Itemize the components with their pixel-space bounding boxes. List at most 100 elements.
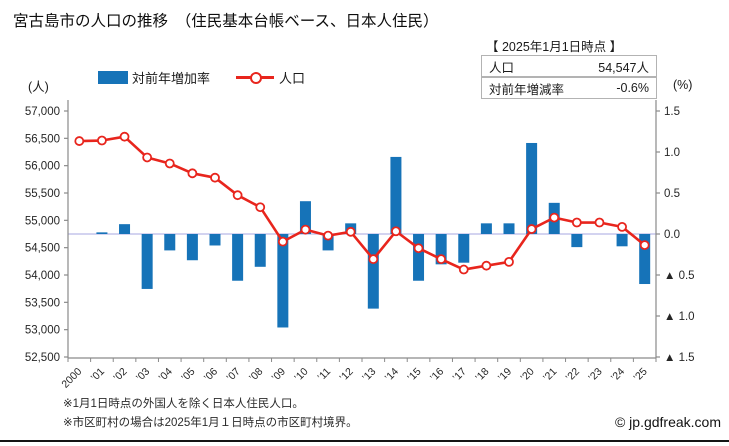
left-axis-unit: (人) <box>28 80 49 94</box>
x-axis-label-2006: ’06 <box>202 366 221 385</box>
population-point-2021 <box>549 212 560 223</box>
population-point-2006 <box>210 172 220 183</box>
population-point-2004 <box>164 158 175 169</box>
bar-2007 <box>232 234 244 281</box>
right-axis-unit: (%) <box>673 78 693 92</box>
stat-value: -0.6% <box>616 81 649 95</box>
x-axis-label-2014: ’14 <box>383 366 402 385</box>
x-axis-label-2004: ’04 <box>156 366 175 385</box>
x-axis-label-2025: ’25 <box>631 366 650 385</box>
population-point-2005 <box>187 168 198 179</box>
x-axis-label-2001: ’01 <box>89 366 108 385</box>
bar-2001 <box>96 232 108 234</box>
population-point-2003 <box>142 152 153 163</box>
right-tick-label: 1.5 <box>664 106 680 118</box>
footnote-2: ※市区町村の場合は2025年1月１日時点の市区町村境界。 <box>63 417 358 429</box>
x-axis-label-2010: ’10 <box>292 366 311 385</box>
x-axis-label-2008: ’08 <box>247 366 266 385</box>
footnote-1: ※1月1日時点の外国人を除く日本人住民人口。 <box>63 398 304 410</box>
bar-2008 <box>254 234 266 267</box>
population-point-2025 <box>639 240 650 250</box>
population-point-2014 <box>391 226 401 237</box>
right-tick-label: 1.0 <box>664 147 680 159</box>
bar-2013 <box>367 234 379 309</box>
bar-2002 <box>119 224 131 234</box>
bar-2011 <box>322 234 334 251</box>
population-point-2011 <box>323 230 333 241</box>
x-axis-label-2018: ’18 <box>473 366 492 385</box>
right-tick-label: 0.5 <box>664 188 680 200</box>
stat-label: 対前年増減率 <box>489 82 565 97</box>
population-point-2019 <box>504 256 514 267</box>
x-axis-label-2024: ’24 <box>609 366 628 385</box>
bar-2019 <box>503 223 515 234</box>
population-point-2015 <box>413 243 424 254</box>
footnotes: ※1月1日時点の外国人を除く日本人住民人口。 ※市区町村の場合は2025年1月１… <box>63 395 358 433</box>
x-axis-label-2019: ’19 <box>496 366 515 385</box>
x-axis-label-2022: ’22 <box>564 366 583 385</box>
right-tick-label: ▲ 1.5 <box>664 352 695 364</box>
bar-series-label: 対前年増加率 <box>132 71 211 86</box>
bar-2016 <box>435 234 447 265</box>
x-axis-label-2023: ’23 <box>586 366 605 385</box>
x-axis-label-2003: ’03 <box>134 366 153 385</box>
left-tick-label: 56,000 <box>25 161 60 173</box>
bar-2010 <box>299 201 311 234</box>
x-axis-label-2020: ’20 <box>518 366 537 385</box>
x-axis-label-2005: ’05 <box>179 366 198 385</box>
x-axis-label-2007: ’07 <box>224 366 243 385</box>
population-point-2017 <box>458 264 469 275</box>
x-axis-label-2013: ’13 <box>360 366 379 385</box>
population-point-2009 <box>277 236 288 247</box>
bottom-divider <box>0 440 729 442</box>
left-tick-label: 53,000 <box>25 325 60 337</box>
stat-box-caption: 【 2025年1月1日時点 】 <box>486 40 623 54</box>
x-axis-label-2021: ’21 <box>541 366 560 385</box>
population-point-2002 <box>119 131 130 142</box>
bar-2024 <box>616 234 628 247</box>
left-tick-label: 56,500 <box>25 133 60 145</box>
bar-2005 <box>186 234 198 261</box>
right-tick-label: ▲ 1.0 <box>664 311 695 323</box>
stat-value: 54,547人 <box>598 60 649 75</box>
x-axis-label-2011: ’11 <box>315 366 333 384</box>
left-tick-label: 55,500 <box>25 188 60 200</box>
bar-2018 <box>480 223 492 234</box>
stat-label: 人口 <box>489 60 515 75</box>
population-point-2010 <box>300 224 311 235</box>
bar-2004 <box>164 234 176 251</box>
page-title: 宮古島市の人口の推移 （住民基本台帳ベース、日本人住民） <box>13 13 439 30</box>
population-point-2018 <box>481 260 492 271</box>
population-point-2016 <box>436 254 447 265</box>
line-series-label: 人口 <box>279 71 306 86</box>
population-point-2023 <box>594 217 605 228</box>
right-tick-label: ▲ 0.5 <box>664 270 695 282</box>
legend: 対前年増加率 人口 <box>98 68 305 87</box>
bar-2014 <box>390 156 402 234</box>
bar-2020 <box>526 142 538 234</box>
x-axis-label-2016: ’16 <box>428 366 447 385</box>
right-tick-label: 0.0 <box>664 229 680 241</box>
left-tick-label: 53,500 <box>25 297 60 309</box>
bar-2006 <box>209 234 221 246</box>
population-point-2001 <box>97 135 107 146</box>
line-series-marker <box>236 71 275 84</box>
population-point-2013 <box>368 254 379 265</box>
population-point-2024 <box>617 221 627 232</box>
x-axis-label-2009: ’09 <box>270 366 289 385</box>
population-point-2008 <box>255 202 266 213</box>
x-axis-label-2002: ’02 <box>111 366 130 385</box>
population-point-2022 <box>571 217 582 228</box>
x-axis-label-2012: ’12 <box>337 366 356 385</box>
stat-table: 人口 54,547人 対前年増減率 -0.6% <box>481 55 657 99</box>
bar-2017 <box>458 234 470 263</box>
population-line <box>79 135 646 271</box>
x-axis-label-2017: ’17 <box>450 366 469 385</box>
population-point-2007 <box>232 190 243 201</box>
left-tick-label: 54,000 <box>25 270 60 282</box>
bar-series-swatch <box>98 71 128 84</box>
left-tick-label: 55,000 <box>25 215 60 227</box>
population-point-2020 <box>526 224 537 234</box>
